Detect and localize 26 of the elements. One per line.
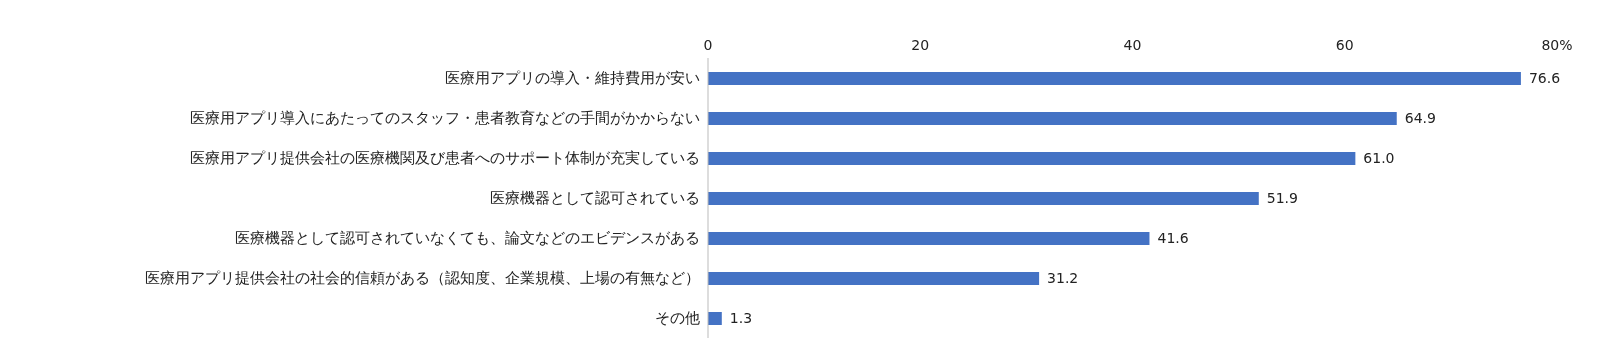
data-label: 51.9 (1266, 190, 1298, 207)
y-tick-label: 医療用アプリの導入・維持費用が安い (445, 69, 700, 88)
data-label: 64.9 (1404, 110, 1436, 127)
data-label: 76.6 (1528, 70, 1561, 87)
x-tick-label: 0 (703, 37, 713, 53)
bar (708, 272, 1040, 285)
y-tick-label: 医療用アプリ提供会社の社会的信頼がある（認知度、企業規模、上場の有無など） (145, 269, 700, 288)
x-tick-label: 40 (1123, 37, 1142, 53)
x-tick-label: 20 (911, 37, 930, 53)
y-tick-label: 医療機器として認可されている (490, 189, 700, 208)
data-label: 41.6 (1157, 230, 1189, 247)
x-tick-label: 60 (1335, 37, 1354, 53)
bar (708, 232, 1150, 245)
y-tick-label: 医療用アプリ提供会社の医療機関及び患者へのサポート体制が充実している (190, 149, 700, 168)
bar (708, 72, 1521, 85)
data-label: 61.0 (1363, 150, 1395, 167)
bar (708, 192, 1259, 205)
x-tick-label: 80% (1541, 37, 1573, 53)
bar (708, 312, 722, 325)
y-tick-label: 医療用アプリ導入にあたってのスタッフ・患者教育などの手間がかからない (190, 109, 700, 128)
data-label: 1.3 (729, 310, 753, 327)
bar (708, 112, 1397, 125)
data-label: 31.2 (1047, 270, 1079, 287)
y-tick-label: 医療機器として認可されていなくても、論文などのエビデンスがある (235, 229, 700, 248)
y-tick-label: その他 (655, 309, 700, 328)
bar (708, 152, 1356, 165)
